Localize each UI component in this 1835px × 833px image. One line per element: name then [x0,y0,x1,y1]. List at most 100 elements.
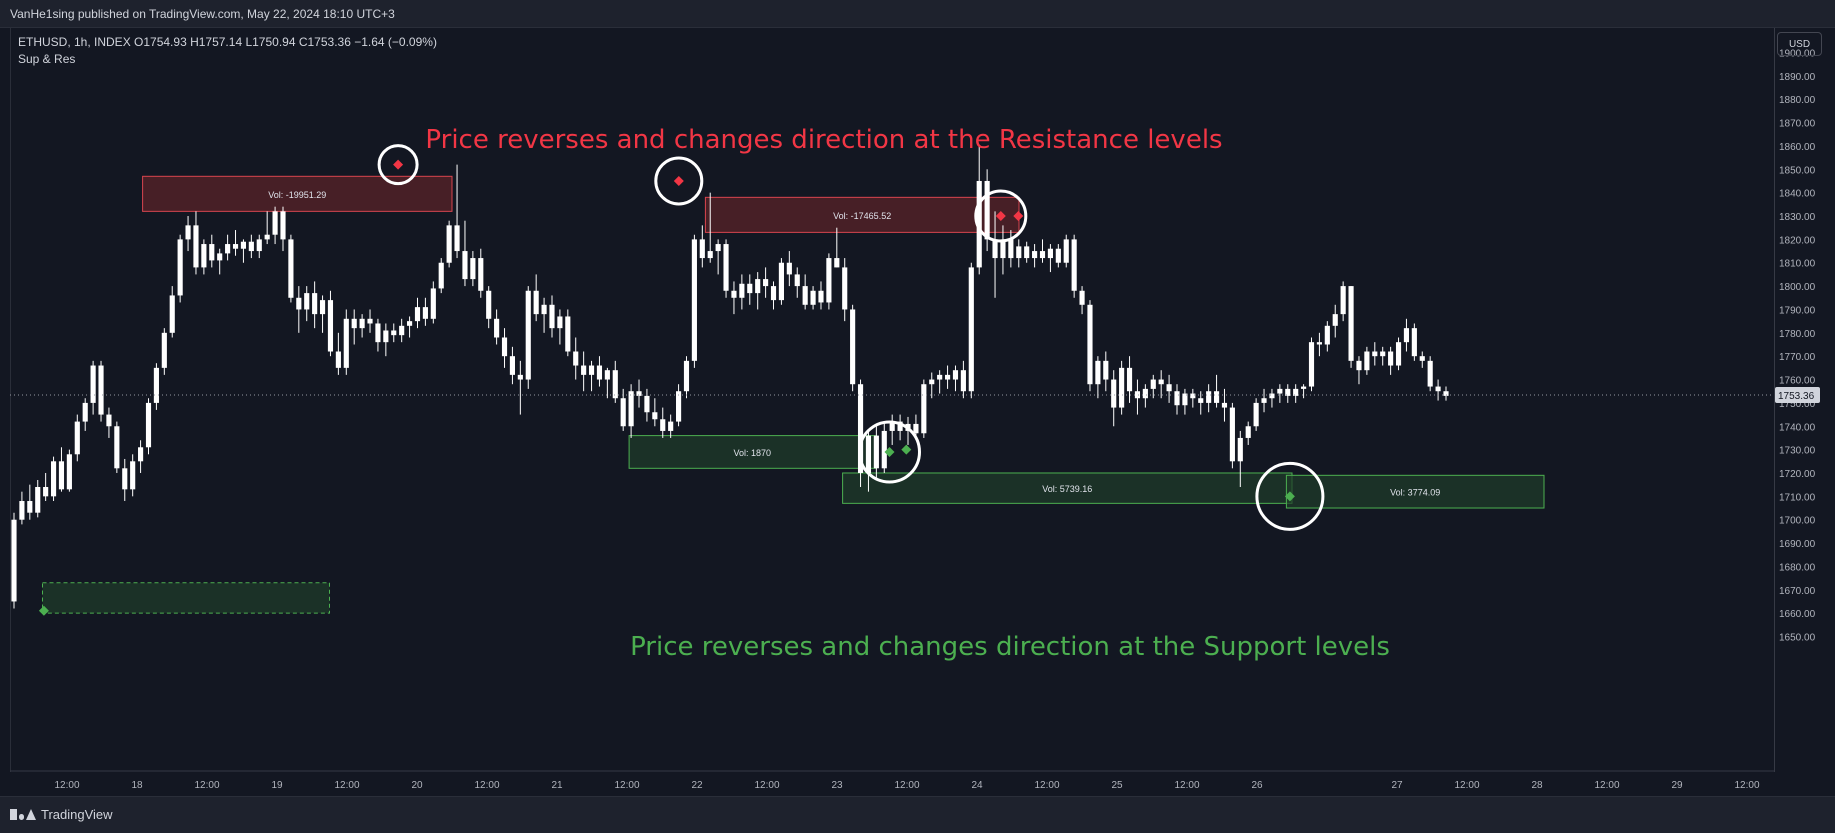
time-tick-label: 20 [411,780,423,791]
candle-body [264,234,270,240]
candle-body [644,395,650,413]
candle-body [1301,386,1307,389]
candle-body [225,244,231,254]
candle-body [1293,388,1299,396]
chart-pane[interactable] [10,28,1775,772]
resistance-marker [393,159,404,170]
candle-body [549,304,555,329]
candle-body [19,501,25,520]
candle-body [43,486,49,497]
candle-body [857,384,864,473]
zone-volume-label: Vol: 1870 [734,448,772,458]
candle-body [588,365,595,375]
time-tick-label: 12:00 [54,780,79,791]
candle-body [138,447,144,462]
candle-body [454,225,460,252]
candle-body [1032,251,1038,259]
zone-volume-label: Vol: -19951.29 [268,190,326,200]
tradingview-logo[interactable]: TradingView [10,807,113,822]
candle-body [889,421,895,431]
zone-volume-label: Vol: 3774.09 [1390,488,1440,498]
candle-body [668,421,674,431]
candle-body [1395,342,1402,366]
candle-body [153,367,159,403]
candle-body [952,370,959,380]
price-tick-label: 1770.00 [1779,352,1816,363]
price-tick-label: 1840.00 [1779,189,1816,200]
candle-body [810,290,816,305]
candle-body [1356,360,1362,371]
candle-body [1245,426,1251,438]
candle-body [557,316,563,329]
footer-bar: TradingView [0,796,1835,833]
currency-button[interactable]: USD [1777,32,1822,56]
candle-body [984,180,990,240]
candle-body [786,262,792,275]
candle-body [1055,248,1061,263]
price-tick-label: 1740.00 [1779,422,1816,433]
candle-body [802,286,808,305]
candle-body [739,283,745,298]
candle-body [359,318,365,329]
candle-body [1190,393,1196,399]
candle-body [1411,328,1417,357]
support-zone [628,435,876,469]
candle-body [280,211,286,240]
candle-body [1364,351,1370,371]
candle-body [1308,342,1315,387]
candle-body [58,461,65,490]
highlight-circle [654,156,704,206]
candle-body [676,391,682,422]
highlight-circle [974,189,1028,243]
price-tick-label: 1860.00 [1779,142,1816,153]
candle-body [897,421,903,431]
candle-body [1277,388,1283,394]
candle-body [177,239,183,296]
candlestick-chart[interactable]: Vol: -19951.29 Vol: -17465.52 Vol: 1870 Vol… [0,0,1835,800]
last-price-label: 1753.36 [1778,391,1815,402]
candle-body [422,307,428,319]
candle-body [327,300,334,352]
time-tick-label: 28 [1531,780,1543,791]
time-tick-label: 22 [691,780,703,791]
indicator-name[interactable]: Sup & Res [18,52,76,66]
candle-body [731,290,737,298]
candle-body [533,290,539,315]
candle-body [596,365,603,380]
time-tick-label: 12:00 [474,780,499,791]
candle-body [185,225,191,240]
candle-body [114,426,120,469]
candle-body [1174,391,1180,406]
time-tick-label: 12:00 [1594,780,1619,791]
candle-body [1372,351,1378,357]
candle-body [929,379,935,385]
candle-body [217,253,223,261]
candle-body [960,370,966,392]
candle-body [1348,286,1354,361]
candle-body [1047,248,1053,259]
candle-body [169,295,175,333]
candle-body [462,251,468,280]
candle-body [699,239,705,259]
price-tick-label: 1800.00 [1779,282,1816,293]
time-tick-label: 23 [831,780,843,791]
candle-body [1158,379,1164,385]
candle-body [1380,351,1386,357]
candle-body [1435,386,1441,392]
price-tick-label: 1830.00 [1779,212,1816,223]
candle-body [486,290,492,319]
candle-body [319,300,326,315]
candle-body [1142,388,1148,399]
candle-body [1024,246,1030,259]
candle-body [573,351,579,366]
candle-body [1111,379,1117,408]
resistance-marker [673,175,684,186]
highlight-circle [377,144,419,186]
candle-body [968,267,974,392]
candle-body [778,262,784,301]
candle-body [383,330,389,343]
candle-body [201,244,207,268]
candle-body [683,360,690,392]
candle-body [478,258,484,291]
time-tick-label: 27 [1391,780,1403,791]
